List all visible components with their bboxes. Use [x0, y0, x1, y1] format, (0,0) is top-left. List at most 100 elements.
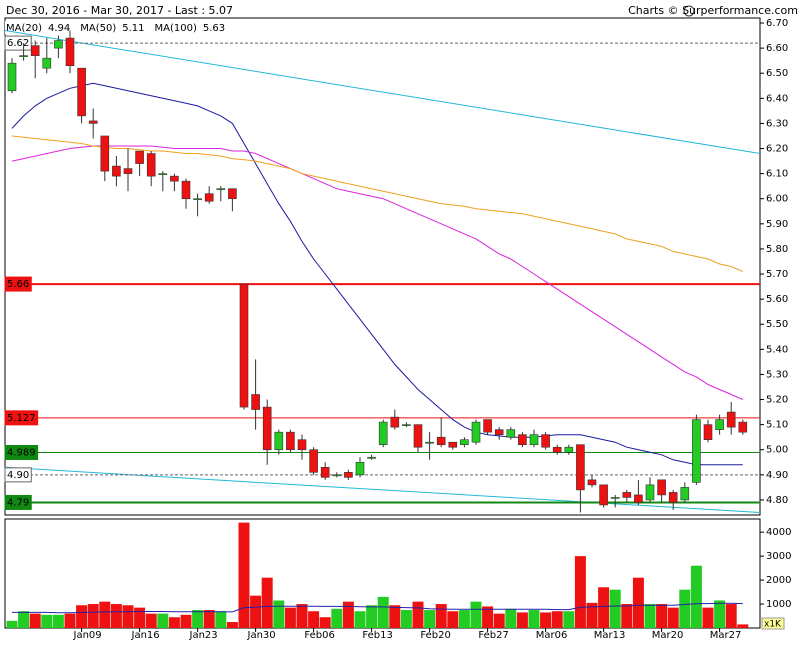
y-tick-label: 6.70 [766, 18, 788, 29]
volume-bar [400, 610, 412, 628]
volume-bar [482, 606, 494, 628]
candle-body [193, 198, 202, 201]
volume-bar [64, 613, 76, 628]
candle-body [436, 436, 446, 446]
candle-body [471, 421, 481, 443]
volume-bar [714, 600, 726, 628]
candle-body [332, 474, 342, 477]
volume-bar [215, 611, 227, 628]
y-tick-label: 5.20 [766, 395, 788, 406]
volume-bar [110, 604, 122, 628]
y-tick-label: 6.60 [766, 43, 788, 54]
candle-body [483, 419, 492, 433]
candle-body [274, 431, 284, 451]
candle-body [703, 424, 713, 440]
volume-bar [134, 607, 146, 628]
y-tick-label: 5.10 [766, 420, 788, 431]
y-tick-label: 6.20 [766, 144, 788, 155]
candle-body [715, 419, 724, 430]
volume-bar [296, 604, 308, 628]
volume-bar [470, 601, 482, 628]
y-tick-label: 5.40 [766, 344, 788, 355]
candle-body [30, 45, 40, 56]
level-label: 5.127 [7, 413, 36, 424]
y-tick-label: 6.00 [766, 194, 788, 205]
volume-bar [389, 605, 401, 628]
moving-average-line [11, 145, 743, 400]
volume-bar [551, 611, 563, 628]
candle-body [622, 492, 632, 498]
x-tick-label: Jan09 [73, 630, 102, 641]
candle-body [367, 456, 376, 459]
volume-bar [342, 601, 354, 628]
volume-ma-line [12, 602, 743, 614]
x-tick-label: Feb13 [362, 630, 392, 641]
x-tick-label: Feb06 [304, 630, 334, 641]
candle-body [506, 429, 516, 438]
volume-bar [87, 604, 99, 628]
volume-bar [284, 607, 296, 628]
level-label: 5.66 [7, 279, 29, 290]
candle-body [425, 441, 434, 444]
volume-bar [52, 614, 64, 628]
volume-bar [226, 622, 238, 628]
volume-bar [609, 589, 621, 628]
volume-unit: x1K [764, 620, 782, 630]
volume-bar [180, 614, 192, 628]
level-label-box [4, 276, 32, 292]
legend-value: 5.63 [203, 23, 225, 34]
chart-title: Dec 30, 2016 - Mar 30, 2017 - Last : 5.0… [6, 4, 233, 17]
candle-body [413, 424, 423, 448]
volume-bar [250, 595, 262, 628]
volume-bar [29, 613, 41, 628]
volume-bar [540, 612, 552, 628]
credit: Charts © Surperformance.com [628, 4, 798, 17]
legend-name: MA(100) [155, 23, 197, 34]
volume-bar [319, 617, 331, 628]
candle-body [460, 439, 469, 446]
x-tick-label: Jan30 [247, 630, 276, 641]
moving-average-line [11, 82, 743, 466]
candle-body [541, 434, 550, 448]
candle-body [7, 62, 17, 92]
y-tick-label: 4.90 [766, 470, 788, 481]
y-tick-label: 6.50 [766, 68, 788, 79]
candle-body [657, 479, 666, 496]
volume-bar [447, 611, 459, 628]
volume-bar [528, 610, 540, 628]
y-tick-label: 5.30 [766, 369, 788, 380]
y-tick-label: 5.60 [766, 294, 788, 305]
volume-bar [690, 565, 702, 628]
volume-bar [598, 587, 610, 628]
moving-average-line [11, 135, 743, 272]
candle-body [181, 180, 191, 200]
x-tick-label: Mar27 [710, 630, 742, 641]
x-tick-label: Mar20 [652, 630, 684, 641]
legend: MA(20) 4.94 MA(50) 5.11 MA(100) 5.63 [5, 21, 236, 34]
candle-body [297, 439, 307, 451]
candle-body [146, 153, 156, 177]
candle-body [344, 472, 353, 478]
legend-value: 5.11 [122, 23, 144, 34]
x-tick-label: Mar13 [594, 630, 626, 641]
volume-bar [412, 601, 424, 628]
volume-bar [377, 596, 389, 628]
legend-name: MA(50) [80, 23, 116, 34]
volume-bar [261, 577, 273, 628]
level-label-box [4, 444, 39, 460]
volume-bar [145, 613, 157, 628]
candle-body [645, 484, 655, 501]
unit-box [761, 617, 785, 630]
candle-body [738, 421, 748, 433]
volume-bar [458, 610, 470, 628]
candle-body [448, 441, 458, 448]
candle-body [100, 135, 110, 172]
candle-body [599, 484, 608, 506]
x-tick-label: Feb20 [420, 630, 450, 641]
volume-bar [679, 589, 691, 628]
volume-bar [493, 613, 505, 628]
trend-line [4, 30, 761, 155]
candle-body [390, 416, 400, 428]
